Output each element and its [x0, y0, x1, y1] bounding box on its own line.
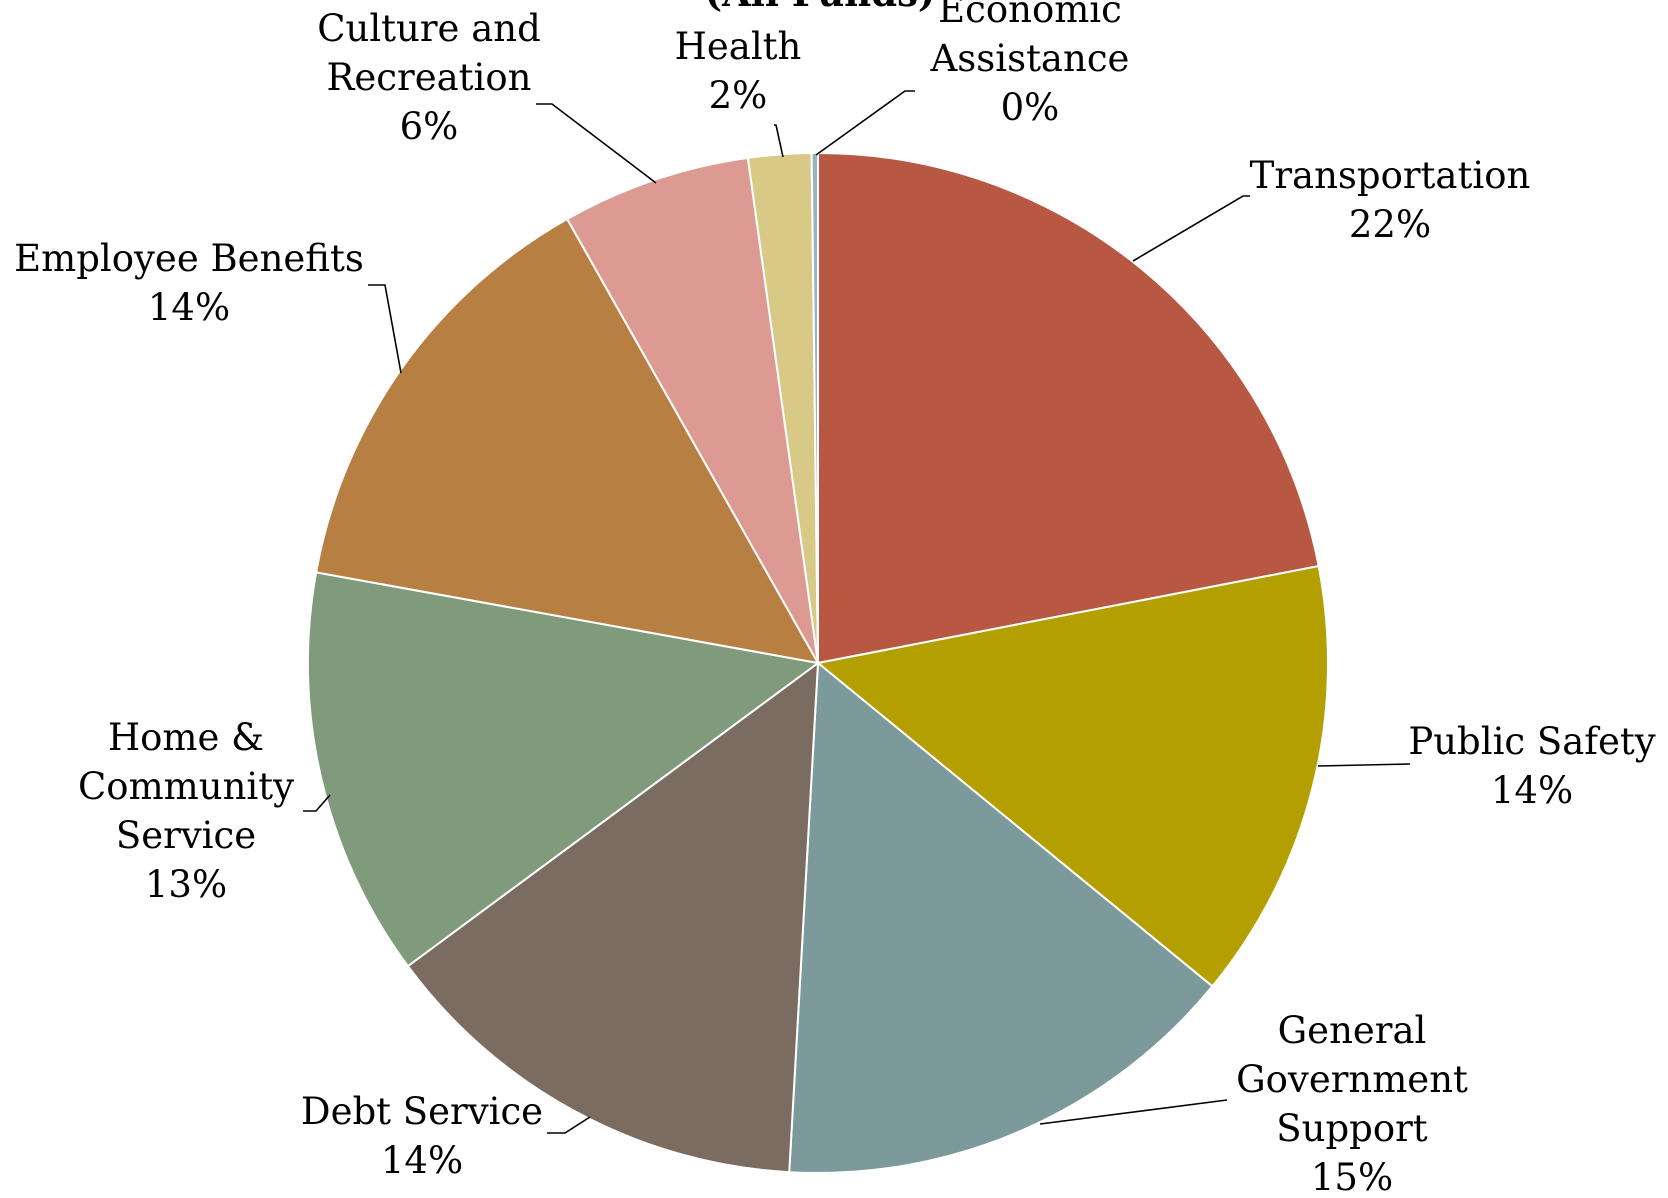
chart-title: (All Funds) [705, 0, 936, 15]
leader-line-general-government-support [1039, 1099, 1228, 1125]
leader-line-health [774, 124, 784, 158]
slice-label-health: Health 2% [675, 25, 802, 117]
leader-line-culture-and-recreation [536, 103, 657, 184]
slice-label-public-safety: Public Safety 14% [1408, 720, 1655, 812]
slice-label-transportation: Transportation 22% [1250, 154, 1531, 246]
slice-label-general-government-support: General Government Support 15% [1236, 1009, 1468, 1198]
pie-slice-debt-service [406, 660, 820, 1174]
pie-slice-home-and-community-service [306, 571, 821, 968]
leader-line-transportation [1132, 195, 1250, 262]
leader-line-public-safety [1317, 763, 1411, 767]
pie-slice-transportation [817, 151, 1320, 665]
leader-line-employee-benefits [368, 284, 402, 374]
leader-line-debt-service [547, 1116, 591, 1134]
slice-label-debt-service: Debt Service 14% [301, 1090, 543, 1182]
pie-slice-public-safety [815, 564, 1329, 988]
slice-label-culture-and-recreation: Culture and Recreation 6% [317, 7, 541, 148]
slice-labels: Transportation 22% Public Safety 14% General… [14, 0, 1656, 1198]
pie-slice-culture-and-recreation [565, 156, 819, 664]
pie-slices [306, 151, 1329, 1174]
leader-lines [303, 90, 1411, 1134]
pie-slice-employee-benefits [314, 217, 820, 665]
slice-label-employee-benefits: Employee Benefits 14% [14, 237, 364, 329]
slice-label-home-and-community-service: Home & Community Service 13% [78, 716, 294, 906]
leader-line-home-and-community-service [303, 794, 331, 812]
leader-line-economic-assistance [815, 90, 915, 156]
pie-slice-general-government-support [788, 660, 1214, 1174]
slice-label-economic-assistance: Economic Assistance 0% [930, 0, 1130, 129]
